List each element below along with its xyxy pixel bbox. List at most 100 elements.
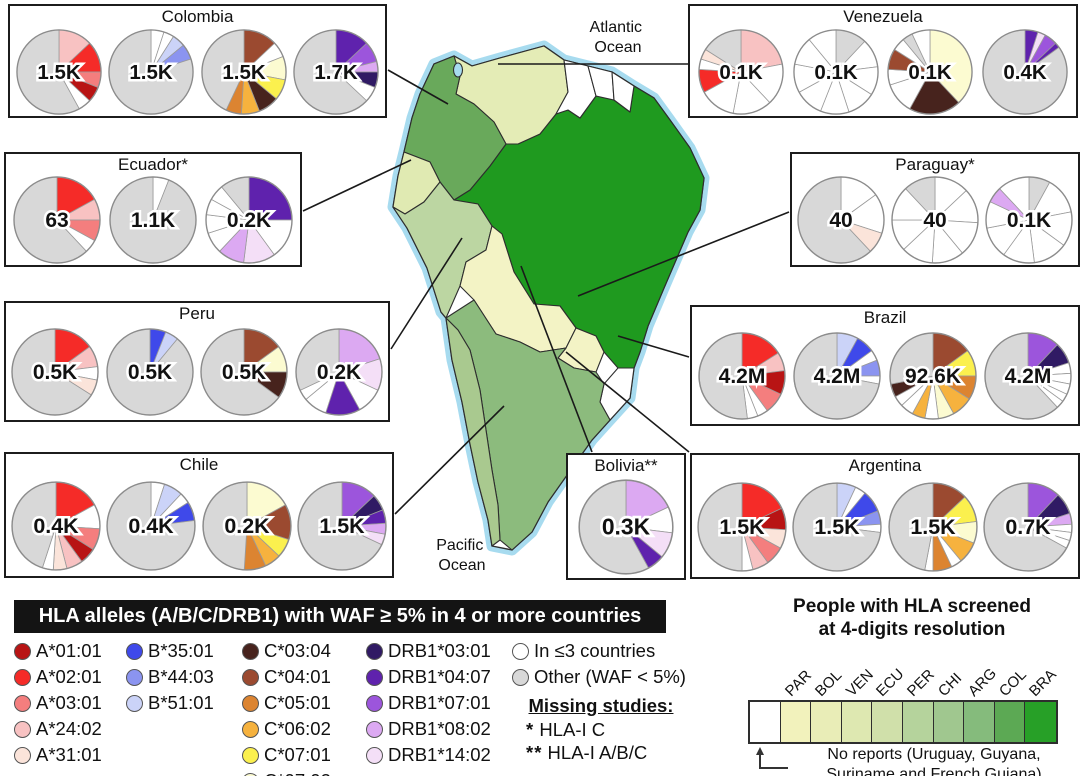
pie-sample-size: 1.5K — [320, 514, 366, 538]
legend-item-label: A*31:01 — [36, 744, 102, 765]
scale-country-label: VEN — [842, 666, 877, 700]
legend-item-label: DRB1*03:01 — [388, 640, 491, 661]
legend-item: DRB1*08:02 — [366, 717, 512, 741]
pie-chart: 4.2M — [984, 332, 1072, 420]
pie-chart: 40 — [797, 176, 885, 264]
pie-rim — [201, 28, 287, 115]
legend-item-label: C*05:01 — [264, 692, 331, 713]
legend-swatch-icon — [14, 642, 31, 660]
missing-studies-block: Missing studies: * HLA-I C ** HLA-I A/B/C — [512, 694, 690, 764]
pie-sample-size: 1.5K — [130, 60, 174, 83]
legend-item: C*04:01 — [242, 665, 366, 689]
pie-chart: 0.1K — [792, 28, 879, 115]
country-title: Ecuador* — [118, 155, 188, 174]
scale-country-label: PER — [903, 666, 938, 700]
pie-row: 40 40 0.1K — [792, 175, 1078, 265]
scale-cell-bol — [811, 702, 842, 742]
connector-line-argentina — [565, 351, 690, 453]
pie-row: 1.5K 1.5K 1.5K 0.7K — [692, 476, 1078, 577]
legend-item-label: C*07:01 — [264, 744, 331, 765]
legend-item-label: DRB1*07:01 — [388, 692, 491, 713]
pie-chart: 0.2K — [205, 176, 293, 264]
legend-item-label: C*03:04 — [264, 640, 331, 661]
legend-swatch-icon — [14, 694, 31, 712]
legend-item: A*31:01 — [14, 743, 126, 767]
scale-cell-arg — [964, 702, 995, 742]
legend-item: C*06:02 — [242, 717, 366, 741]
pie-chart: 1.7K — [293, 28, 380, 115]
pie-sample-size: 4.2M — [1004, 365, 1051, 388]
legend-item-label: C*06:02 — [264, 718, 331, 739]
legend-column: In ≤3 countries Other (WAF < 5%) Missing… — [512, 639, 690, 776]
scale-cell-per — [902, 702, 934, 742]
missing-study-item: ** HLA-I A/B/C — [526, 742, 648, 763]
pie-sample-size: 0.2K — [224, 514, 270, 538]
pie-rim — [106, 480, 196, 571]
legend-swatch-icon — [126, 694, 143, 712]
scale-country-label: ARG — [965, 664, 1001, 700]
legend-item: B*35:01 — [126, 639, 242, 663]
connector-line-ecuador — [302, 159, 412, 212]
pie-sample-size: 0.5K — [222, 361, 266, 384]
pie-sample-size: 1.5K — [222, 60, 266, 83]
pie-chart: 0.1K — [887, 28, 974, 115]
connector-line-brazil — [617, 335, 690, 358]
pie-rim — [109, 176, 197, 264]
legend-item-label: B*44:03 — [148, 666, 214, 687]
pie-chart: 0.4K — [10, 480, 101, 571]
pie-sample-size: 0.2K — [227, 209, 271, 232]
legend-swatch-icon — [242, 720, 259, 738]
pie-chart: 63 — [13, 176, 101, 264]
pie-sample-size: 0.4K — [1004, 60, 1048, 83]
pie-sample-size: 63 — [45, 209, 68, 232]
pie-chart: 1.5K — [792, 481, 882, 572]
pie-chart: 0.2K — [202, 480, 292, 571]
legend-item-label: A*02:01 — [36, 666, 102, 687]
legend-column: B*35:01 B*44:03 B*51:01 — [126, 639, 242, 776]
pie-rim — [293, 28, 380, 115]
pie-sample-size: 40 — [923, 209, 946, 232]
country-panel-argentina: Argentina 1.5K 1.5K 1.5K 0.7K — [690, 453, 1080, 579]
pie-rim — [13, 176, 101, 264]
legend-swatch-icon — [14, 746, 31, 764]
pie-chart: 1.5K — [108, 28, 194, 115]
pie-rim — [578, 479, 674, 575]
pie-chart: 40 — [891, 176, 979, 264]
pie-chart: 0.4K — [106, 480, 196, 571]
legend-swatch-icon — [242, 772, 259, 776]
pie-rim — [797, 176, 885, 264]
legend-item: In ≤3 countries — [512, 639, 690, 663]
pie-sample-size: 4.2M — [719, 365, 766, 388]
pie-rim — [15, 28, 102, 115]
legend-item: A*02:01 — [14, 665, 126, 689]
legend-swatch-icon — [366, 668, 383, 686]
legend-item: C*07:01 — [242, 743, 366, 767]
pie-sample-size: 0.2K — [316, 361, 360, 384]
legend-swatch-icon — [366, 746, 383, 764]
pie-sample-size: 0.1K — [1007, 209, 1051, 232]
country-title: Venezuela — [843, 7, 923, 26]
atlantic-ocean-label: Atlantic Ocean — [590, 19, 647, 56]
country-title: Brazil — [863, 308, 907, 327]
pie-chart: 1.5K — [696, 481, 787, 572]
legend-swatch-icon — [242, 668, 259, 686]
legend-item-label: DRB1*08:02 — [388, 718, 491, 739]
no-reports-text: No reports (Uruguay, Guyana, Suriname an… — [826, 746, 1042, 776]
legend-item: DRB1*14:02 — [366, 743, 512, 767]
pie-sample-size: 0.5K — [33, 361, 77, 384]
pie-sample-size: 0.4K — [129, 514, 175, 538]
country-title: Argentina — [848, 456, 922, 475]
legend-item-label: In ≤3 countries — [534, 640, 656, 661]
country-panel-chile: Chile 0.4K 0.4K 0.2K 1.5K — [4, 452, 394, 578]
arrow-up-icon — [756, 747, 788, 769]
legend-item: A*01:01 — [14, 639, 126, 663]
pie-rim — [106, 328, 194, 416]
missing-study-item: * HLA-I C — [526, 719, 606, 740]
pie-sample-size: 1.1K — [131, 209, 175, 232]
pie-rim — [11, 328, 100, 416]
pie-rim — [792, 28, 879, 115]
pie-sample-size: 1.5K — [37, 60, 81, 83]
pie-chart: 0.5K — [200, 328, 288, 416]
pie-sample-size: 1.5K — [910, 515, 956, 539]
scale-country-label: COL — [995, 666, 1030, 700]
